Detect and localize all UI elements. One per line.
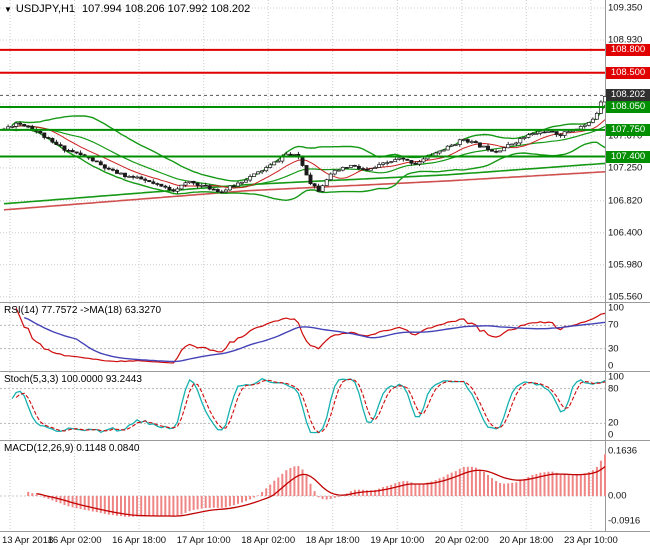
macd-axis-label: 0.1636	[608, 445, 638, 457]
resistance-level-label: 108.500	[606, 66, 650, 79]
rsi-axis-label: 30	[608, 343, 619, 355]
support-level-label: 107.400	[606, 150, 650, 163]
support-level-label: 107.750	[606, 123, 650, 136]
time-axis-label: 18 Apr 02:00	[241, 535, 296, 546]
chart-header: ▼ USDJPY,H1 107.994 108.206 107.992 108.20…	[4, 3, 250, 15]
main-chart-panel[interactable]: ▼ USDJPY,H1 107.994 108.206 107.992 108.20…	[0, 0, 650, 303]
rsi-ma-line	[23, 316, 606, 363]
price-axis-label: 105.560	[608, 291, 643, 303]
price-axis-label: 108.930	[608, 34, 643, 46]
stoch-axis-label: 20	[608, 417, 619, 429]
macd-panel[interactable]: MACD(12,26,9) 0.1148 0.0840 0.1636 0.00 -0…	[0, 441, 650, 532]
time-axis-label: 23 Apr 10:00	[563, 535, 618, 546]
time-axis-label: 19 Apr 10:00	[370, 535, 425, 546]
stochastic-canvas[interactable]	[0, 372, 650, 440]
price-axis-label: 105.980	[608, 259, 643, 271]
time-axis-label: 18 Apr 18:00	[305, 535, 360, 546]
resistance-level-label: 108.800	[606, 43, 650, 56]
rsi-line	[15, 307, 606, 364]
trend-ma-line-1	[3, 162, 606, 205]
rsi-panel[interactable]: RSI(14) 77.7572 ->MA(18) 63.3270 100 70 30…	[0, 303, 650, 372]
macd-signal-line	[36, 466, 606, 517]
rsi-axis-label: 100	[608, 303, 624, 314]
price-axis-label: 106.400	[608, 227, 643, 239]
fast-ma-line	[11, 119, 606, 189]
stochastic-indicator-label: Stoch(5,3,3) 100.0000 93.2443	[4, 374, 142, 385]
rsi-axis-label: 0	[608, 360, 614, 372]
trend-ma-line-0	[3, 171, 606, 211]
stoch-axis-label: 80	[608, 383, 619, 395]
support-level-label: 108.050	[606, 101, 650, 113]
stoch-axis-label: 0	[608, 429, 614, 441]
macd-indicator-label: MACD(12,26,9) 0.1148 0.0840	[4, 443, 140, 454]
time-axis: 13 Apr 2018 16 Apr 02:00 16 Apr 18:00 17 Ap…	[0, 532, 650, 550]
ohlc-values-label: 107.994 108.206 107.992 108.202	[82, 3, 251, 15]
time-axis-label: 13 Apr 2018	[2, 535, 54, 546]
macd-histogram	[27, 454, 606, 517]
time-axis-label: 16 Apr 18:00	[112, 535, 167, 546]
price-axis-label: 109.350	[608, 2, 643, 14]
macd-axis-label: 0.00	[608, 490, 627, 502]
main-chart-canvas[interactable]	[0, 0, 650, 302]
stoch-axis-label: 100	[608, 372, 624, 383]
time-axis-label: 20 Apr 02:00	[434, 535, 489, 546]
rsi-canvas[interactable]	[0, 303, 650, 371]
stochastic-panel[interactable]: Stoch(5,3,3) 100.0000 93.2443 100 80 20 0	[0, 372, 650, 441]
time-axis-label: 16 Apr 02:00	[47, 535, 102, 546]
symbol-menu-arrow-icon[interactable]: ▼	[4, 5, 12, 14]
bollinger-upper	[11, 104, 606, 182]
time-axis-label: 17 Apr 10:00	[176, 535, 231, 546]
symbol-timeframe-label: USDJPY,H1	[15, 3, 76, 15]
price-axis-label: 106.820	[608, 195, 643, 207]
rsi-indicator-label: RSI(14) 77.7572 ->MA(18) 63.3270	[4, 305, 162, 316]
rsi-axis-label: 70	[608, 319, 619, 331]
macd-canvas[interactable]	[0, 441, 650, 531]
stoch-main-line	[11, 377, 606, 434]
time-axis-label: 20 Apr 18:00	[499, 535, 554, 546]
current-price-label: 108.202	[606, 89, 650, 102]
price-axis-label: 107.670	[608, 130, 643, 142]
candles	[2, 95, 607, 194]
macd-axis-label: -0.0916	[608, 515, 641, 527]
price-axis-label: 107.250	[608, 162, 643, 174]
